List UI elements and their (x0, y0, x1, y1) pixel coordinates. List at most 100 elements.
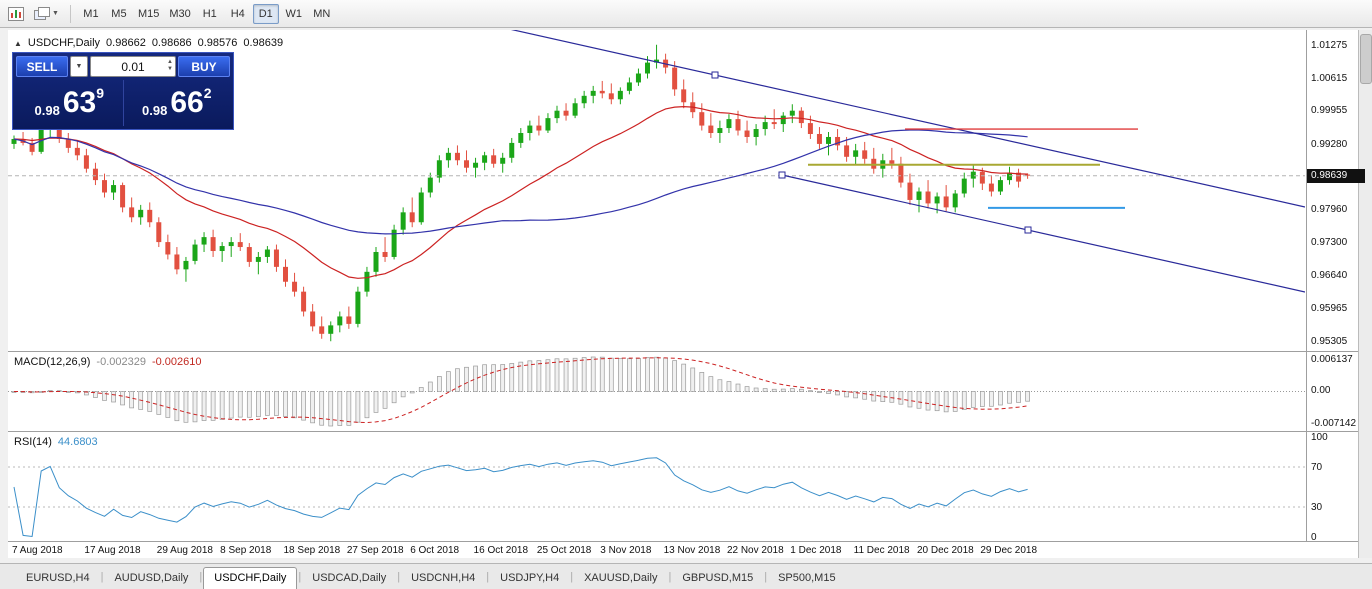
macd-axis-label: -0.007142 (1311, 418, 1357, 429)
price-axis-label: 0.99955 (1311, 105, 1348, 117)
chart-high: 0.98686 (151, 37, 192, 49)
tab-eurusd-h4[interactable]: EURUSD,H4 (26, 572, 90, 584)
sell-price-sup: 9 (96, 85, 104, 101)
timeframe-button-M30[interactable]: M30 (169, 7, 191, 20)
tab-separator: | (298, 570, 302, 583)
date-axis-label: 18 Sep 2018 (283, 545, 341, 556)
price-axis-label: 0.96640 (1311, 269, 1348, 281)
tab-sp500-m15[interactable]: SP500,M15 (778, 572, 836, 584)
vertical-scrollbar[interactable] (1358, 30, 1372, 558)
layers-icon (34, 7, 50, 20)
rsi-panel-separator[interactable] (8, 431, 1358, 432)
macd-axis-label: 0.006137 (1311, 354, 1353, 365)
date-axis-label: 16 Oct 2018 (473, 545, 529, 556)
buy-price-big: 66 (170, 86, 204, 119)
macd-label: MACD(12,26,9) -0.002329 -0.002610 (14, 356, 202, 368)
tab-xauusd-daily[interactable]: XAUUSD,Daily (584, 572, 658, 584)
chevron-down-icon: ▼ (75, 63, 83, 70)
tab-separator: | (668, 570, 672, 583)
timeframe-button-MN[interactable]: MN (313, 7, 331, 20)
date-axis-label: 25 Oct 2018 (536, 545, 592, 556)
sell-price-display[interactable]: 0.98 63 9 (16, 80, 123, 126)
timeframe-button-W1[interactable]: W1 (285, 7, 303, 20)
price-axis-label: 1.00615 (1311, 72, 1348, 84)
price-axis-label: 0.95305 (1311, 335, 1348, 347)
date-axis-label: 17 Aug 2018 (84, 545, 141, 556)
macd-name: MACD(12,26,9) (14, 356, 91, 368)
tab-separator: | (199, 570, 203, 583)
top-toolbar: ▼ M1 M5 M15 M30 H1 H4 D1 W1 MN (0, 0, 1372, 28)
timeframe-button-H4[interactable]: H4 (230, 7, 245, 20)
chart-close: 0.98639 (243, 37, 284, 49)
chart-low: 0.98576 (197, 37, 238, 49)
macd-main-value: -0.002329 (96, 356, 146, 368)
date-axis-label: 29 Dec 2018 (980, 545, 1038, 556)
candlestick-chart-icon (8, 6, 24, 21)
tab-separator: | (397, 570, 401, 583)
tab-separator: | (764, 570, 768, 583)
tab-separator: | (486, 570, 490, 583)
rsi-axis-label: 70 (1311, 462, 1323, 473)
timeframe-button-M1[interactable]: M1 (83, 7, 99, 20)
timeframe-button-H1[interactable]: H1 (202, 7, 217, 20)
buy-price-prefix: 0.98 (142, 103, 168, 118)
tab-usdjpy-h4[interactable]: USDJPY,H4 (500, 572, 560, 584)
collapse-arrow-icon[interactable]: ▲ (14, 38, 22, 48)
date-axis-label: 6 Oct 2018 (410, 545, 460, 556)
macd-axis-label: 0.00 (1311, 385, 1331, 397)
chart-tab-bar: EURUSD,H4 | AUDUSD,Daily | USDCHF,Daily | USDC… (0, 563, 1372, 589)
volume-input[interactable]: 0.01 ▲ ▼ (90, 56, 176, 77)
date-axis-label: 29 Aug 2018 (156, 545, 213, 556)
sell-price-prefix: 0.98 (34, 103, 60, 118)
chart-open: 0.98662 (106, 37, 146, 49)
volume-spinner[interactable]: ▲ ▼ (167, 59, 173, 73)
tab-audusd-daily[interactable]: AUDUSD,Daily (114, 572, 189, 584)
spinner-down-icon[interactable]: ▼ (167, 66, 173, 73)
scrollbar-thumb[interactable] (1360, 34, 1372, 84)
sell-price-big: 63 (62, 86, 97, 119)
spinner-up-icon[interactable]: ▲ (167, 59, 173, 65)
chart-symbol: USDCHF,Daily (27, 37, 101, 49)
price-scale-separator (1306, 30, 1307, 541)
chart-window-icon[interactable] (4, 3, 28, 25)
date-axis-label: 7 Aug 2018 (12, 545, 63, 556)
chart-profile-icon[interactable]: ▼ (30, 3, 63, 25)
tab-usdcnh-h4[interactable]: USDCNH,H4 (411, 572, 476, 584)
price-axis-label: 0.99280 (1311, 138, 1348, 150)
current-price-tag: 0.98639 (1307, 169, 1365, 183)
date-axis-label: 8 Sep 2018 (220, 545, 272, 556)
tab-gbpusd-m15[interactable]: GBPUSD,M15 (682, 572, 754, 584)
date-axis-label: 20 Dec 2018 (917, 545, 974, 556)
rsi-axis-label: 0 (1311, 532, 1317, 543)
date-axis-label: 27 Sep 2018 (346, 545, 404, 556)
buy-button[interactable]: BUY (178, 56, 230, 77)
buy-price-display[interactable]: 0.98 66 2 (122, 80, 231, 126)
rsi-label: RSI(14) 44.6803 (14, 436, 98, 448)
price-axis-label: 1.01275 (1311, 40, 1348, 51)
volume-dropdown[interactable]: ▼ (70, 56, 88, 77)
chevron-down-icon: ▼ (52, 10, 59, 17)
tab-separator: | (570, 570, 574, 583)
macd-panel-separator[interactable] (8, 351, 1358, 352)
buy-price-sup: 2 (203, 85, 212, 101)
rsi-axis-label: 100 (1311, 432, 1328, 443)
sell-button[interactable]: SELL (16, 56, 68, 77)
date-axis-label: 1 Dec 2018 (790, 545, 842, 556)
toolbar-separator (69, 4, 71, 23)
date-axis-separator (8, 541, 1358, 542)
macd-signal-value: -0.002610 (151, 356, 202, 368)
date-axis-label: 22 Nov 2018 (726, 545, 784, 556)
price-axis-label: 0.97300 (1311, 237, 1348, 249)
rsi-name: RSI(14) (14, 436, 52, 448)
volume-value: 0.01 (121, 59, 145, 74)
price-axis-label: 0.97960 (1311, 204, 1348, 216)
timeframe-button-M15[interactable]: M15 (137, 7, 160, 20)
price-axis-label: 0.95965 (1311, 303, 1348, 315)
timeframe-button-D1[interactable]: D1 (252, 3, 279, 24)
tab-usdchf-daily[interactable]: USDCHF,Daily (203, 567, 298, 589)
date-axis-label: 3 Nov 2018 (600, 545, 652, 556)
tab-usdcad-daily[interactable]: USDCAD,Daily (312, 572, 387, 584)
timeframe-button-M5[interactable]: M5 (111, 7, 127, 20)
tab-separator: | (100, 570, 104, 583)
one-click-trading-panel: SELL ▼ 0.01 ▲ ▼ BUY 0.98 63 9 0.98 66 2 (12, 52, 234, 130)
